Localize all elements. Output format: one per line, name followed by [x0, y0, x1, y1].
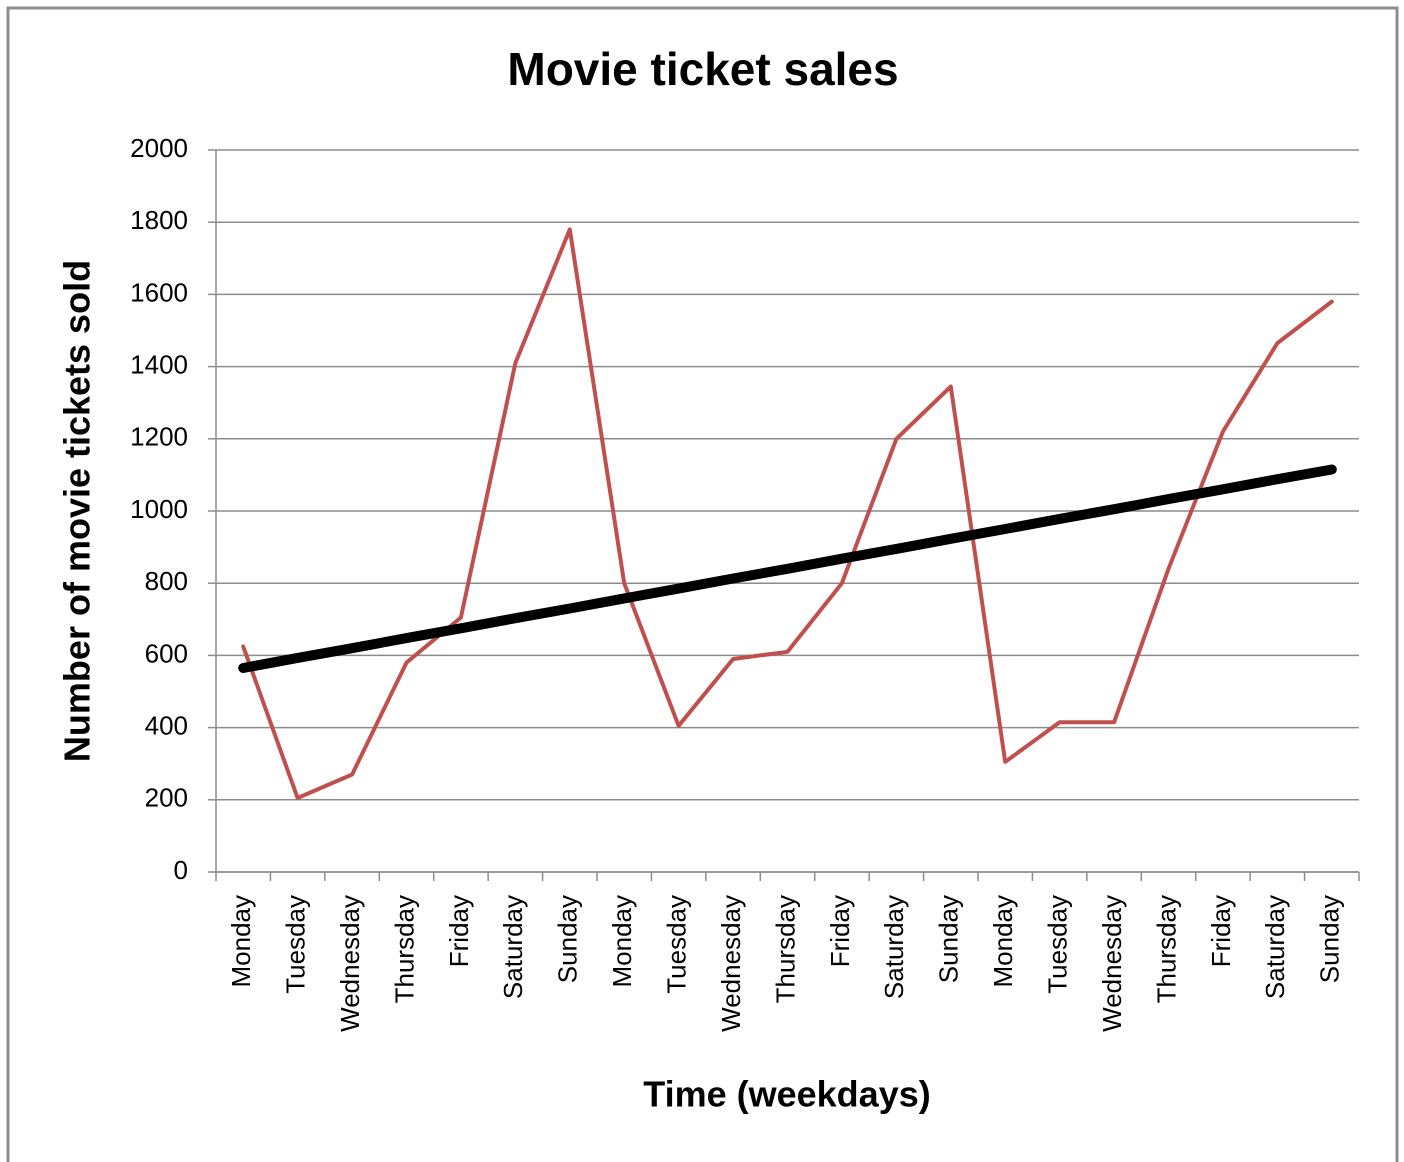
y-tick-label: 1400 — [130, 349, 188, 379]
y-tick-label: 200 — [145, 783, 188, 813]
y-tick-label: 1800 — [130, 205, 188, 235]
x-tick-label: Saturday — [879, 895, 909, 999]
data-line — [238, 464, 1337, 673]
x-tick-label: Wednesday — [716, 895, 746, 1032]
y-tick-label: 2000 — [130, 133, 188, 163]
x-tick-label: Tuesday — [281, 895, 311, 994]
x-tick-label: Saturday — [498, 895, 528, 999]
x-tick-label: Thursday — [389, 895, 419, 1003]
x-tick-label: Friday — [444, 895, 474, 967]
y-axis-title: Number of movie tickets sold — [57, 260, 98, 762]
x-tick-label: Friday — [1206, 895, 1236, 967]
chart-title: Movie ticket sales — [507, 43, 898, 95]
x-tick-label: Thursday — [770, 895, 800, 1003]
y-tick-label: 800 — [145, 566, 188, 596]
y-tick-label: 600 — [145, 638, 188, 668]
y-tick-label: 400 — [145, 710, 188, 740]
y-tick-label: 1200 — [130, 422, 188, 452]
x-tick-label: Tuesday — [1043, 895, 1073, 994]
x-tick-label: Monday — [988, 895, 1018, 988]
y-tick-label: 0 — [174, 855, 188, 885]
x-tick-label: Sunday — [1315, 895, 1345, 983]
y-tick-label: 1000 — [130, 494, 188, 524]
x-tick-label: Sunday — [553, 895, 583, 983]
x-tick-label: Monday — [607, 895, 637, 988]
x-tick-label: Sunday — [934, 895, 964, 983]
x-tick-label: Friday — [825, 895, 855, 967]
x-tick-label: Saturday — [1260, 895, 1290, 999]
data-line — [241, 227, 1334, 800]
x-tick-label: Tuesday — [662, 895, 692, 994]
y-tick-label: 1600 — [130, 277, 188, 307]
x-tick-label: Monday — [226, 895, 256, 988]
x-tick-label: Wednesday — [1097, 895, 1127, 1032]
x-tick-label: Wednesday — [335, 895, 365, 1032]
x-tick-label: Thursday — [1151, 895, 1181, 1003]
x-axis-title: Time (weekdays) — [643, 1074, 930, 1115]
